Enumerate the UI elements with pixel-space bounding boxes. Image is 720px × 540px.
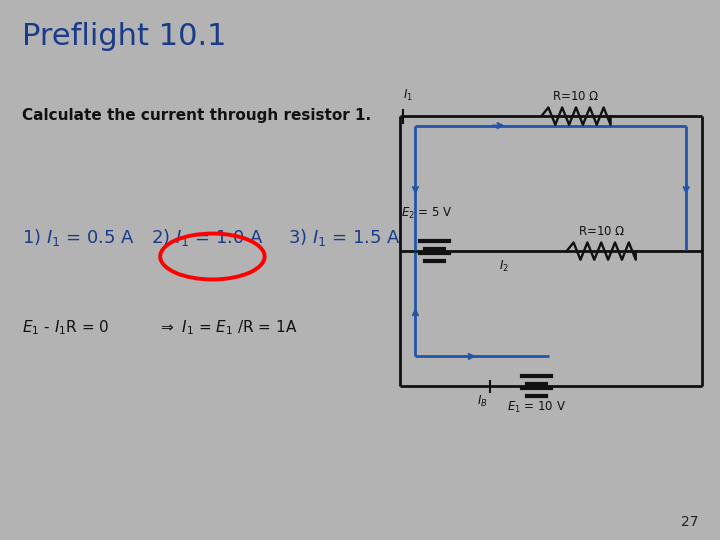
- Text: $E_1$ = 10 V: $E_1$ = 10 V: [507, 400, 566, 415]
- Text: R=10 $\Omega$: R=10 $\Omega$: [577, 225, 625, 238]
- Text: 2) $I_1$ = 1.0 A: 2) $I_1$ = 1.0 A: [151, 227, 264, 248]
- Text: $I_2$: $I_2$: [499, 259, 509, 274]
- Text: $I_B$: $I_B$: [477, 394, 487, 409]
- Text: 1) $I_1$ = 0.5 A: 1) $I_1$ = 0.5 A: [22, 227, 135, 248]
- Text: $I_1$: $I_1$: [403, 87, 413, 103]
- Text: $E_2$ = 5 V: $E_2$ = 5 V: [401, 206, 452, 221]
- Text: Calculate the current through resistor 1.: Calculate the current through resistor 1…: [22, 108, 371, 123]
- Text: 27: 27: [681, 515, 698, 529]
- Text: $\Rightarrow$ $I_1$ = $E_1$ /R = 1A: $\Rightarrow$ $I_1$ = $E_1$ /R = 1A: [158, 319, 298, 338]
- Text: $E_1$ - $I_1$R = 0: $E_1$ - $I_1$R = 0: [22, 319, 109, 338]
- Text: 3) $I_1$ = 1.5 A: 3) $I_1$ = 1.5 A: [288, 227, 401, 248]
- Text: R=10 $\Omega$: R=10 $\Omega$: [552, 90, 600, 103]
- Text: Preflight 10.1: Preflight 10.1: [22, 22, 226, 51]
